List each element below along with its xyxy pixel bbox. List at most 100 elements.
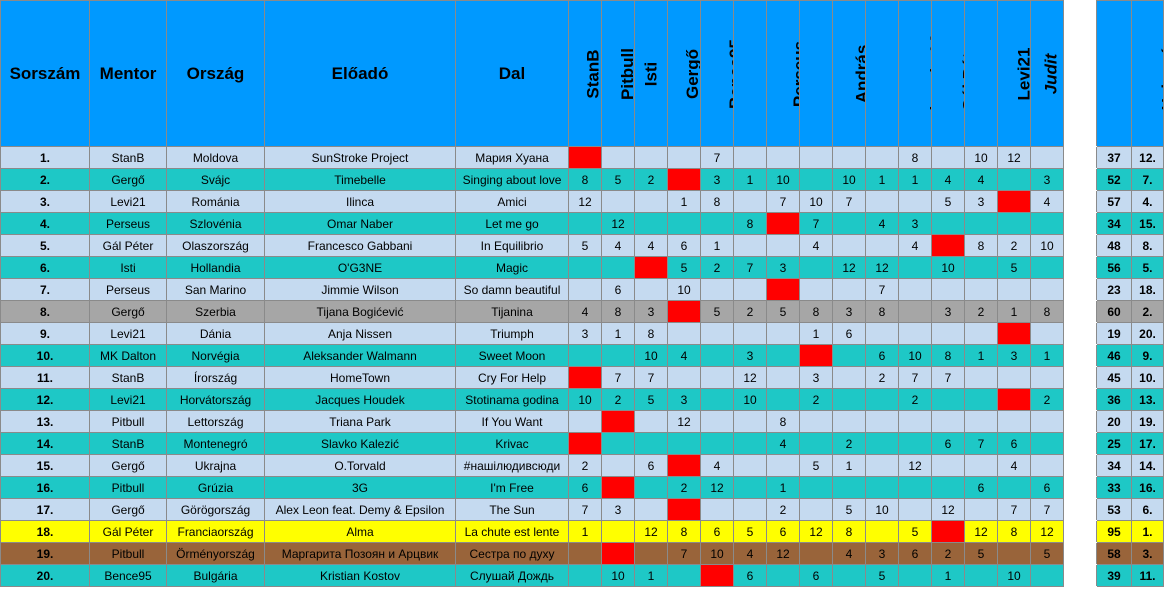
- score-cell[interactable]: 4: [568, 300, 602, 323]
- cell-song[interactable]: The Sun: [455, 498, 569, 521]
- score-cell[interactable]: 6: [634, 454, 668, 477]
- score-cell[interactable]: 2: [601, 388, 635, 411]
- score-cell[interactable]: [766, 234, 800, 257]
- cell-mentor[interactable]: Pitbull: [89, 410, 167, 433]
- score-cell[interactable]: 6: [733, 564, 767, 587]
- own-vote-cell[interactable]: [766, 212, 800, 235]
- score-cell[interactable]: 1: [832, 454, 866, 477]
- score-cell[interactable]: 8: [865, 300, 899, 323]
- cell-mentor[interactable]: Pitbull: [89, 476, 167, 499]
- header-judge[interactable]: Mona Lisa: [733, 0, 767, 147]
- header-judge[interactable]: kecske14: [898, 0, 932, 147]
- score-cell[interactable]: 2: [964, 300, 998, 323]
- score-cell[interactable]: 4: [766, 432, 800, 455]
- score-cell[interactable]: 4: [634, 234, 668, 257]
- cell-artist[interactable]: Anja Nissen: [264, 322, 456, 345]
- score-cell[interactable]: [634, 190, 668, 213]
- cell-song[interactable]: Stotinama godina: [455, 388, 569, 411]
- header-judge[interactable]: Levi21: [997, 0, 1031, 147]
- score-cell[interactable]: 2: [832, 432, 866, 455]
- cell-sorszam[interactable]: 1.: [0, 146, 90, 169]
- score-cell[interactable]: 3: [832, 300, 866, 323]
- cell-song[interactable]: Krivac: [455, 432, 569, 455]
- cell-country[interactable]: Svájc: [166, 168, 265, 191]
- score-cell[interactable]: 8: [1030, 300, 1064, 323]
- score-cell[interactable]: [898, 300, 932, 323]
- score-cell[interactable]: [832, 278, 866, 301]
- score-cell[interactable]: [568, 564, 602, 587]
- cell-place[interactable]: 6.: [1131, 498, 1164, 521]
- cell-mentor[interactable]: StanB: [89, 146, 167, 169]
- cell-place[interactable]: 11.: [1131, 564, 1164, 587]
- score-cell[interactable]: 4: [931, 168, 965, 191]
- own-vote-cell[interactable]: [568, 366, 602, 389]
- cell-song[interactable]: Мария Хуана: [455, 146, 569, 169]
- score-cell[interactable]: 1: [931, 564, 965, 587]
- score-cell[interactable]: [832, 388, 866, 411]
- score-cell[interactable]: [1030, 256, 1064, 279]
- score-cell[interactable]: 10: [964, 146, 998, 169]
- cell-country[interactable]: Szerbia: [166, 300, 265, 323]
- score-cell[interactable]: 1: [865, 168, 899, 191]
- score-cell[interactable]: [601, 190, 635, 213]
- score-cell[interactable]: 8: [931, 344, 965, 367]
- score-cell[interactable]: [634, 498, 668, 521]
- score-cell[interactable]: 10: [898, 344, 932, 367]
- score-cell[interactable]: [865, 410, 899, 433]
- score-cell[interactable]: 5: [568, 234, 602, 257]
- cell-song[interactable]: Слушай Дождь: [455, 564, 569, 587]
- cell-total[interactable]: 57: [1096, 190, 1132, 213]
- score-cell[interactable]: 6: [667, 234, 701, 257]
- score-cell[interactable]: [568, 212, 602, 235]
- score-cell[interactable]: [931, 454, 965, 477]
- score-cell[interactable]: [964, 454, 998, 477]
- score-cell[interactable]: [865, 432, 899, 455]
- score-cell[interactable]: 12: [865, 256, 899, 279]
- score-cell[interactable]: [799, 498, 833, 521]
- cell-country[interactable]: Szlovénia: [166, 212, 265, 235]
- score-cell[interactable]: [964, 256, 998, 279]
- own-vote-cell[interactable]: [568, 146, 602, 169]
- score-cell[interactable]: [964, 410, 998, 433]
- table-row[interactable]: 9. Levi21 Dánia Anja Nissen Triumph 3 1 8 1 6 19 20…: [0, 322, 1164, 345]
- score-cell[interactable]: [799, 168, 833, 191]
- score-cell[interactable]: 10: [1030, 234, 1064, 257]
- score-cell[interactable]: 10: [931, 256, 965, 279]
- score-cell[interactable]: 8: [667, 520, 701, 543]
- score-cell[interactable]: 6: [766, 520, 800, 543]
- score-cell[interactable]: [997, 168, 1031, 191]
- header-judge[interactable]: MK Dalton: [799, 0, 833, 147]
- score-cell[interactable]: [733, 476, 767, 499]
- score-cell[interactable]: 10: [634, 344, 668, 367]
- score-cell[interactable]: [568, 410, 602, 433]
- cell-total[interactable]: 56: [1096, 256, 1132, 279]
- score-cell[interactable]: [1030, 322, 1064, 345]
- score-cell[interactable]: 2: [733, 300, 767, 323]
- header-sorszam[interactable]: Sorszám: [0, 0, 90, 147]
- score-cell[interactable]: 8: [568, 168, 602, 191]
- score-cell[interactable]: [832, 212, 866, 235]
- cell-artist[interactable]: Slavko Kalezić: [264, 432, 456, 455]
- score-cell[interactable]: [568, 278, 602, 301]
- cell-mentor[interactable]: Gergő: [89, 454, 167, 477]
- score-cell[interactable]: [865, 454, 899, 477]
- score-cell[interactable]: [997, 278, 1031, 301]
- cell-total[interactable]: 34: [1096, 454, 1132, 477]
- score-cell[interactable]: [799, 410, 833, 433]
- score-cell[interactable]: 10: [997, 564, 1031, 587]
- cell-song[interactable]: In Equilibrio: [455, 234, 569, 257]
- score-cell[interactable]: 3: [931, 300, 965, 323]
- score-cell[interactable]: [601, 344, 635, 367]
- score-cell[interactable]: 7: [700, 146, 734, 169]
- cell-artist[interactable]: Omar Naber: [264, 212, 456, 235]
- score-cell[interactable]: 1: [634, 564, 668, 587]
- score-cell[interactable]: 12: [601, 212, 635, 235]
- cell-place[interactable]: 5.: [1131, 256, 1164, 279]
- score-cell[interactable]: 1: [964, 344, 998, 367]
- score-cell[interactable]: 2: [766, 498, 800, 521]
- cell-artist[interactable]: Jimmie Wilson: [264, 278, 456, 301]
- score-cell[interactable]: 7: [832, 190, 866, 213]
- score-cell[interactable]: 5: [832, 498, 866, 521]
- cell-country[interactable]: Montenegró: [166, 432, 265, 455]
- score-cell[interactable]: 8: [733, 212, 767, 235]
